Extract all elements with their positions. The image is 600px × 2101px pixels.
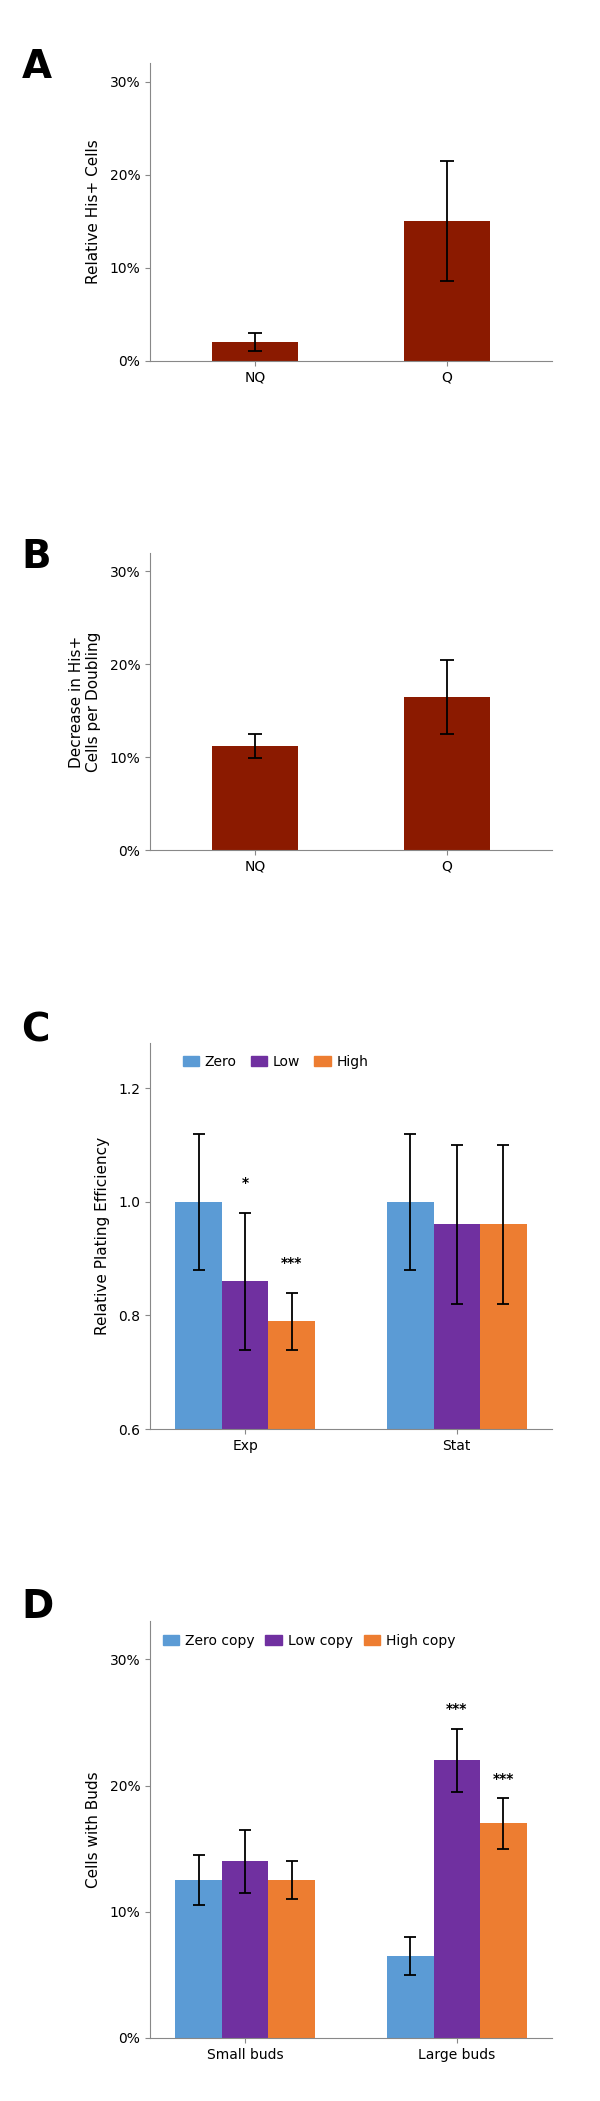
Bar — [268, 1322, 315, 1771]
Bar — [212, 342, 298, 361]
Legend: Zero, Low, High: Zero, Low, High — [177, 1048, 374, 1074]
Bar — [480, 1824, 527, 2038]
Bar — [212, 746, 298, 851]
Bar — [175, 1202, 222, 1771]
Text: D: D — [22, 1588, 53, 1626]
Bar — [175, 1880, 222, 2038]
Text: A: A — [22, 48, 52, 86]
Y-axis label: Decrease in His+
Cells per Doubling: Decrease in His+ Cells per Doubling — [69, 630, 101, 771]
Bar — [434, 1761, 480, 2038]
Text: ***: *** — [281, 1256, 302, 1269]
Bar — [480, 1225, 527, 1771]
Bar — [387, 1202, 434, 1771]
Text: ***: *** — [493, 1771, 514, 1786]
Y-axis label: Relative Plating Efficiency: Relative Plating Efficiency — [95, 1137, 110, 1334]
Bar — [222, 1861, 268, 2038]
Text: C: C — [22, 1011, 50, 1050]
Text: *: * — [242, 1177, 249, 1191]
Text: ***: *** — [446, 1702, 467, 1717]
Bar — [404, 698, 490, 851]
Bar — [404, 221, 490, 361]
Bar — [387, 1956, 434, 2038]
Text: B: B — [22, 538, 51, 576]
Bar — [434, 1225, 480, 1771]
Bar — [222, 1282, 268, 1771]
Legend: Zero copy, Low copy, High copy: Zero copy, Low copy, High copy — [157, 1628, 461, 1653]
Y-axis label: Relative His+ Cells: Relative His+ Cells — [86, 139, 101, 284]
Y-axis label: Cells with Buds: Cells with Buds — [86, 1771, 101, 1889]
Bar — [268, 1880, 315, 2038]
